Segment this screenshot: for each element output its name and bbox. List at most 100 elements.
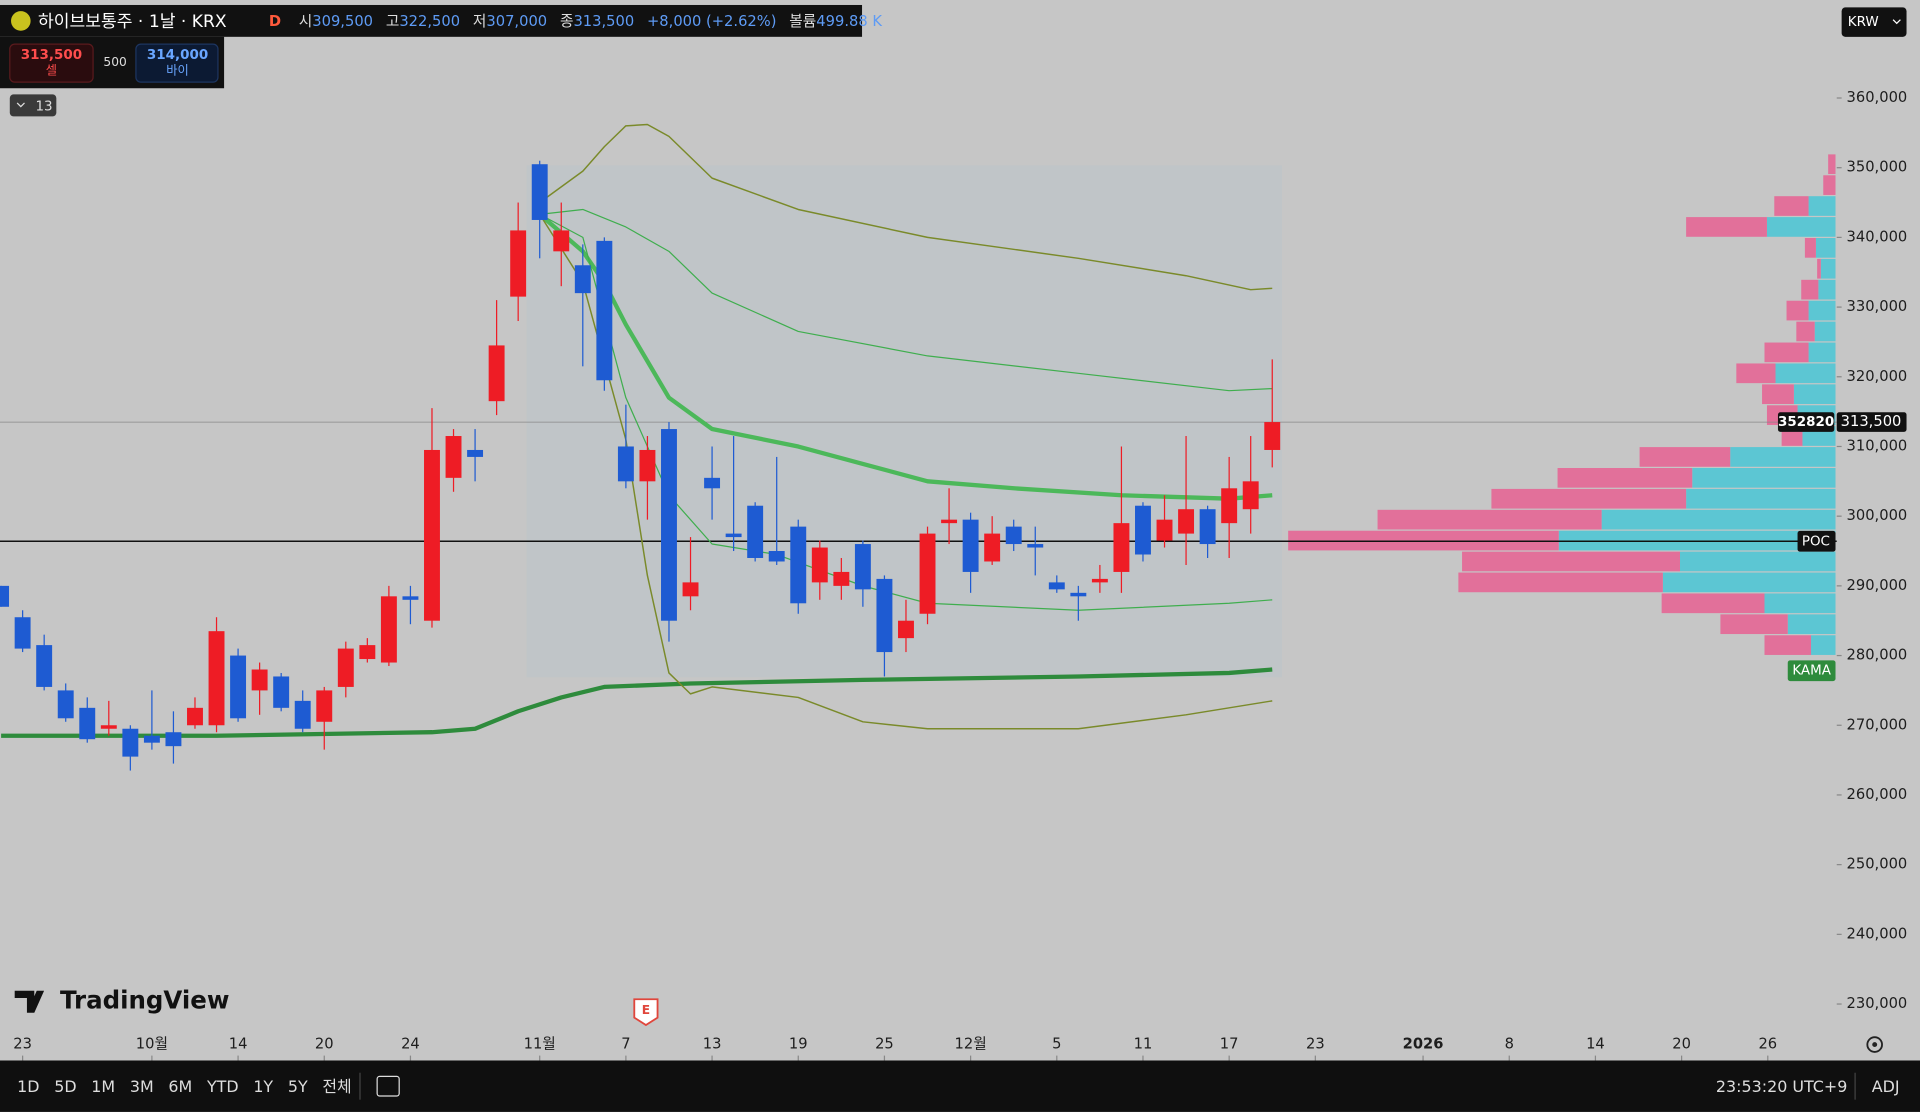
candle-body	[445, 436, 462, 478]
currency-button[interactable]	[1841, 7, 1907, 37]
x-tick-label: 8	[1505, 1036, 1514, 1053]
volume-key: 볼륨	[789, 13, 816, 30]
y-tick-label: 360,000	[1847, 89, 1908, 106]
range-button[interactable]: 5Y	[288, 1077, 308, 1096]
poc-box	[1797, 530, 1836, 552]
profile-bar	[1661, 593, 1765, 614]
sell-button[interactable]	[9, 43, 94, 83]
x-tick-label: 10월	[136, 1036, 168, 1053]
spread: 500	[103, 55, 126, 69]
ohlc-key: 시	[299, 13, 313, 30]
sell-label: 셀	[46, 64, 57, 78]
candle-body	[833, 571, 850, 586]
candle-body	[14, 617, 31, 649]
range-button[interactable]: 5D	[54, 1077, 76, 1096]
candle-body	[984, 533, 1001, 562]
candle-body	[488, 345, 505, 402]
range-button[interactable]: YTD	[206, 1077, 239, 1096]
x-tick-label: 13	[703, 1036, 722, 1053]
y-tick-label: 230,000	[1847, 995, 1908, 1012]
range-button[interactable]: 1D	[17, 1077, 39, 1096]
candle-body	[1242, 481, 1259, 510]
x-tick-label: 23	[1306, 1036, 1325, 1053]
profile-bar	[1462, 551, 1680, 572]
candle-body	[510, 230, 527, 297]
buy-label: 바이	[166, 64, 189, 78]
ohlc-value: 313,500	[573, 13, 634, 30]
candle-body	[1048, 582, 1065, 590]
symbol-icon	[11, 11, 31, 31]
x-tick-label: 20	[315, 1036, 334, 1053]
x-tick-label: 14	[1586, 1036, 1605, 1053]
candle-body	[1199, 509, 1216, 545]
candle-body	[424, 449, 440, 621]
candle-body	[639, 449, 656, 482]
range-button[interactable]: 1Y	[253, 1077, 273, 1096]
x-tick-label: 14	[229, 1036, 248, 1053]
profile-bar	[1793, 384, 1836, 405]
candle-body	[337, 648, 354, 687]
profile-bar	[1601, 509, 1836, 530]
earnings-label: E	[642, 1003, 650, 1017]
candle-body	[704, 477, 721, 489]
x-tick-label: 23	[13, 1036, 32, 1053]
profile-bar	[1639, 447, 1731, 467]
range-button[interactable]: 1M	[91, 1077, 115, 1096]
candle-body	[251, 669, 268, 691]
candle-body	[768, 551, 785, 562]
change: +8,000 (+2.62%)	[647, 13, 776, 30]
profile-bar	[1692, 467, 1836, 488]
poc-label: POC	[1802, 534, 1830, 549]
candle-body	[553, 230, 570, 252]
profile-bar	[1823, 175, 1836, 195]
range-button[interactable]: 6M	[168, 1077, 192, 1096]
x-tick-label: 11월	[524, 1036, 556, 1053]
x-tick-label: 5	[1052, 1036, 1061, 1053]
date-range-icon[interactable]	[376, 1075, 400, 1097]
settings-icon[interactable]	[1866, 1036, 1883, 1053]
chevron	[1892, 19, 1901, 25]
y-tick-label: 270,000	[1847, 716, 1908, 733]
profile-bar	[1808, 342, 1836, 363]
candle-body	[661, 429, 677, 621]
profile-bar	[1736, 363, 1776, 384]
candle-body	[617, 446, 634, 482]
indicator-line	[539, 208, 1273, 392]
candle-body	[1027, 544, 1044, 548]
x-tick-label: 25	[875, 1036, 894, 1053]
range-button[interactable]: 전체	[322, 1077, 351, 1096]
candle-body	[1113, 523, 1130, 572]
candle-body	[380, 596, 397, 663]
candle-body	[941, 519, 958, 524]
profile-bar	[1828, 154, 1836, 175]
indicators-toggle[interactable]	[9, 94, 57, 117]
profile-bar	[1820, 258, 1836, 279]
y-tick-label: 280,000	[1847, 647, 1908, 664]
ohlc-key: 저	[473, 13, 487, 30]
candle-body	[574, 265, 591, 294]
adj[interactable]: ADJ	[1872, 1077, 1900, 1096]
profile-bar	[1764, 593, 1836, 614]
y-tick-label: 300,000	[1847, 507, 1908, 524]
x-tick-label: 12월	[955, 1036, 987, 1053]
profile-bar	[1557, 467, 1693, 488]
legend-bar	[0, 4, 863, 37]
candle-body	[57, 690, 74, 719]
candle-body	[682, 582, 699, 597]
y-tick-label: 260,000	[1847, 786, 1908, 803]
candle-body	[79, 707, 96, 740]
candle-body	[230, 655, 247, 719]
plot-area	[0, 123, 1837, 771]
profile-bar	[1764, 635, 1812, 655]
profile-bar	[1680, 551, 1836, 572]
chevron	[16, 102, 25, 108]
earnings-badge[interactable]	[633, 998, 659, 1027]
range-button[interactable]: 3M	[130, 1077, 154, 1096]
countdown: 352820	[1778, 415, 1834, 430]
profile-bar	[1730, 447, 1836, 467]
profile-bar	[1817, 258, 1821, 279]
buy-button[interactable]	[135, 43, 219, 83]
profile-bar	[1686, 217, 1767, 237]
